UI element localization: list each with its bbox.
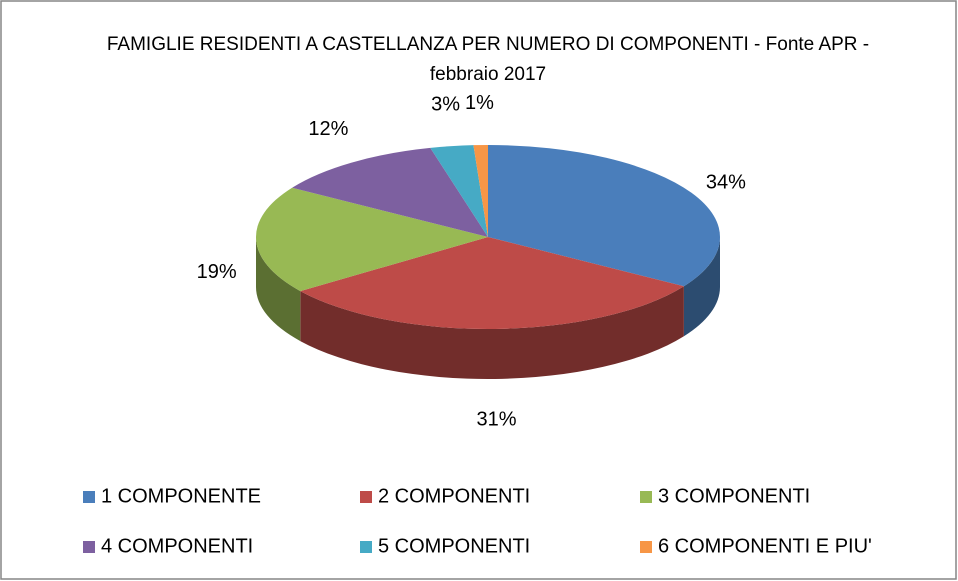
data-label: 19% (197, 261, 237, 283)
pie-slice (473, 145, 488, 237)
chart-title: FAMIGLIE RESIDENTI A CASTELLANZA PER NUM… (106, 34, 870, 85)
legend-label: 6 COMPONENTI E PIU' (658, 535, 872, 557)
legend-swatch (83, 541, 95, 553)
data-label: 34% (706, 171, 746, 193)
data-label: 31% (477, 409, 517, 431)
data-label: 12% (308, 118, 348, 140)
pie-slice-side (300, 286, 684, 379)
pie-slice (488, 145, 720, 287)
legend-swatch (640, 491, 652, 503)
legend-swatch (360, 491, 372, 503)
pie-slice (256, 187, 488, 292)
legend-swatch (360, 541, 372, 553)
legend-label: 4 COMPONENTI (101, 535, 253, 557)
legend-swatch (83, 491, 95, 503)
legend-label: 3 COMPONENTI (658, 485, 810, 507)
pie-slice (300, 237, 684, 329)
legend-label: 1 COMPONENTE (101, 485, 261, 507)
legend-label: 5 COMPONENTI (378, 535, 530, 557)
pie-slice-side (683, 237, 720, 337)
legend-label: 2 COMPONENTI (378, 485, 530, 507)
legend-swatch (640, 541, 652, 553)
data-label: 3% (431, 94, 460, 116)
pie-slice (430, 145, 488, 237)
pie-slice (292, 147, 488, 237)
pie-slice-side (256, 237, 301, 342)
data-label: 1% (465, 92, 494, 114)
